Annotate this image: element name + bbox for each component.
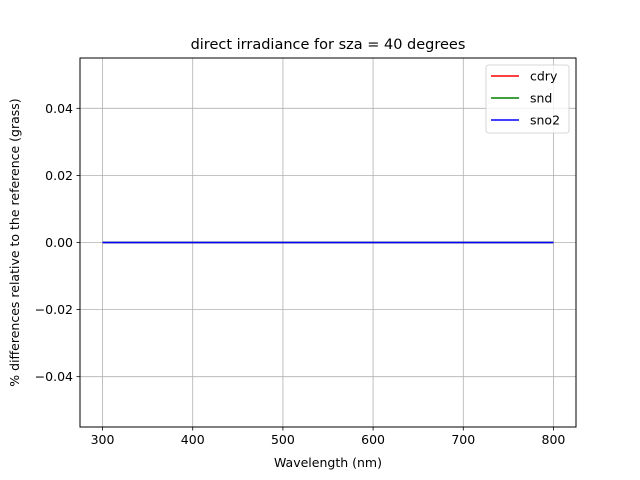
- y-tick-label: 0.00: [45, 235, 73, 250]
- x-axis-label: Wavelength (nm): [274, 455, 382, 470]
- x-tick-label: 800: [542, 432, 566, 447]
- legend-label-cdry: cdry: [530, 69, 558, 84]
- y-tick-label: −0.04: [35, 369, 73, 384]
- x-tick-label: 600: [361, 432, 385, 447]
- x-tick-label: 400: [181, 432, 205, 447]
- y-axis-ticks: −0.04 −0.02 0.00 0.02 0.04: [35, 101, 80, 384]
- x-tick-label: 500: [271, 432, 295, 447]
- x-axis-ticks: 300 400 500 600 700 800: [91, 427, 566, 447]
- y-axis-label: % differences relative to the reference …: [7, 98, 22, 386]
- x-tick-label: 300: [91, 432, 115, 447]
- y-tick-label: 0.02: [45, 168, 73, 183]
- y-tick-label: −0.02: [35, 302, 73, 317]
- legend-label-snd: snd: [530, 91, 552, 106]
- chart-title: direct irradiance for sza = 40 degrees: [191, 37, 466, 53]
- legend-label-sno2: sno2: [530, 113, 560, 128]
- x-tick-label: 700: [451, 432, 475, 447]
- legend-box: [485, 64, 570, 134]
- legend: cdry snd sno2: [485, 64, 570, 134]
- y-tick-label: 0.04: [45, 101, 73, 116]
